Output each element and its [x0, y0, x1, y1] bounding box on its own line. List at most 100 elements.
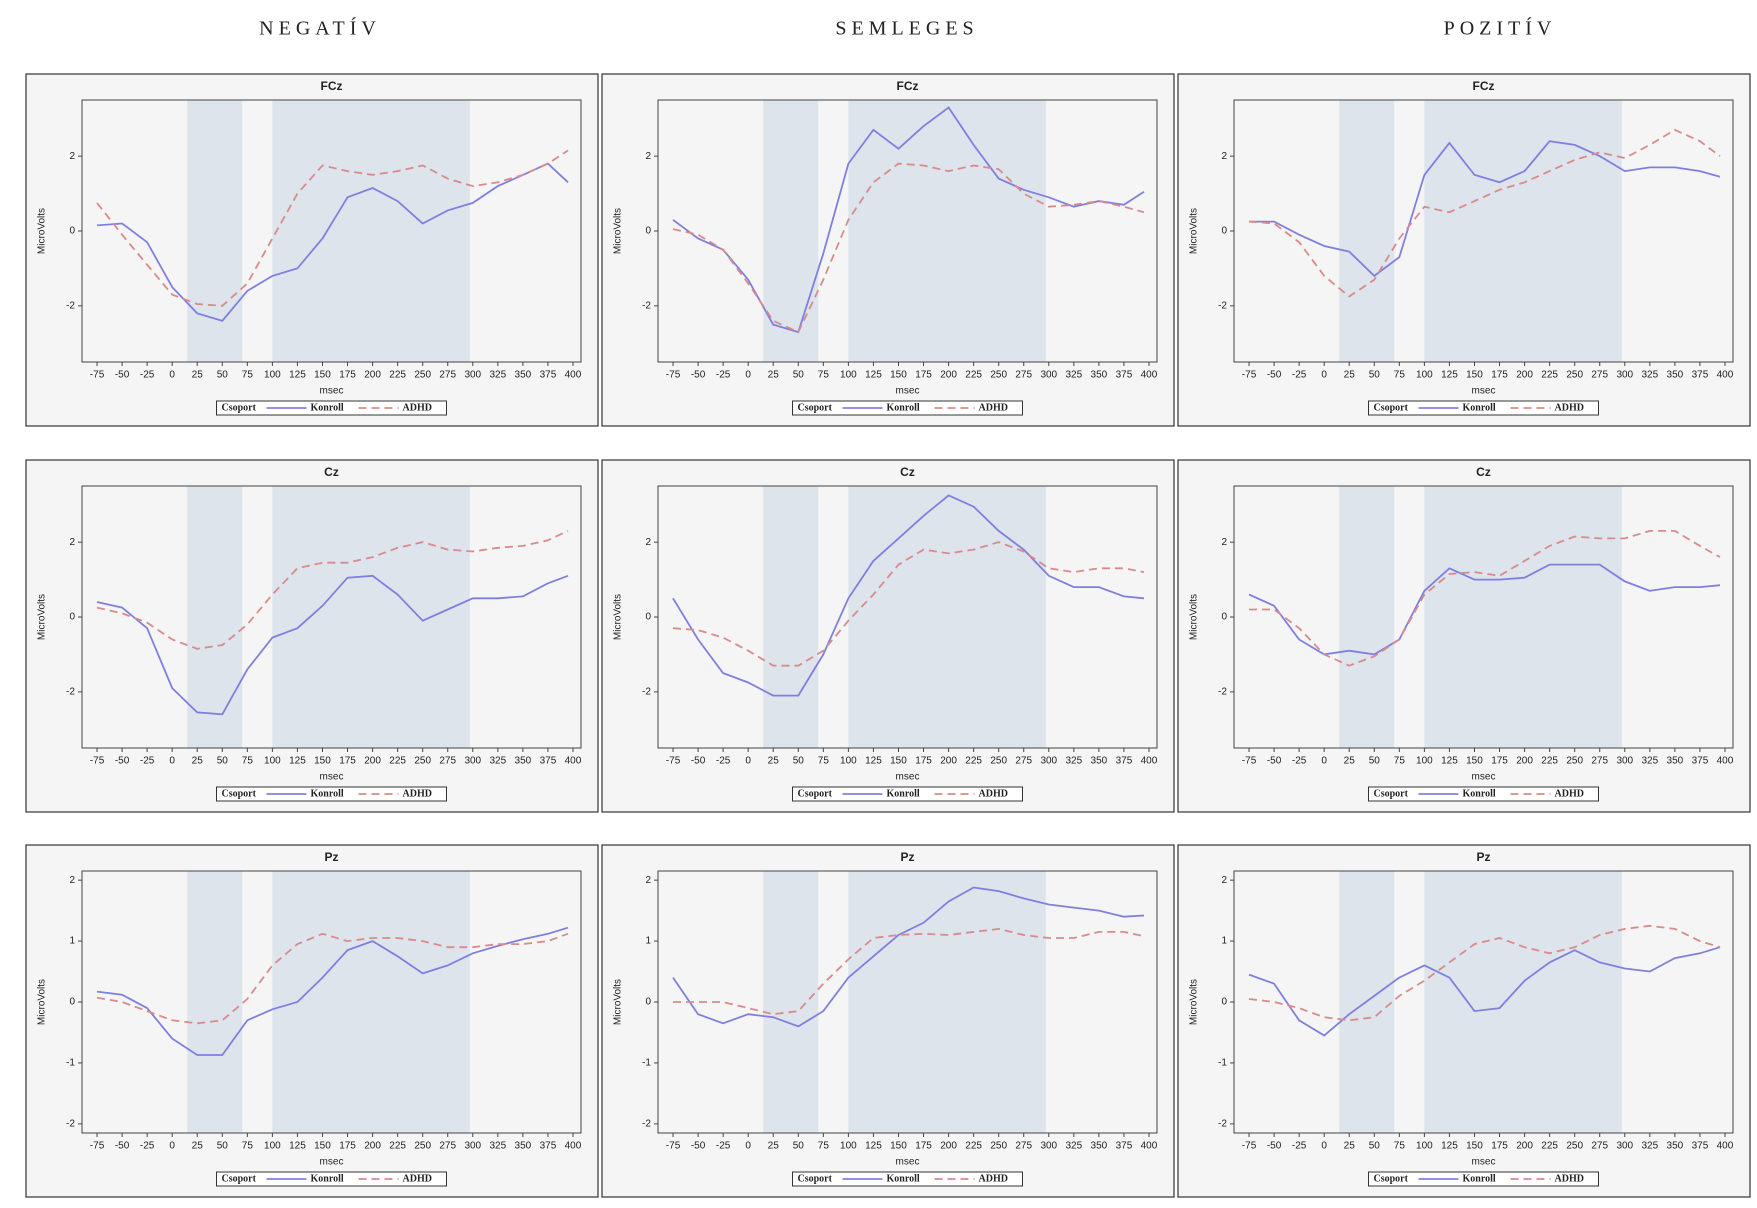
y-tick-label: -1 — [1218, 1058, 1227, 1069]
series-line — [673, 927, 1145, 1016]
x-tick-label: 225 — [1541, 1141, 1558, 1152]
y-tick-label: 1 — [69, 936, 75, 947]
y-tick-label: 0 — [1221, 226, 1227, 237]
x-tick-label: 400 — [1141, 1141, 1158, 1152]
x-tick-label: 0 — [1321, 370, 1327, 381]
column-header: POZITÍV — [1444, 17, 1557, 40]
x-tick-label: 325 — [1641, 370, 1658, 381]
y-axis-label: MicroVolts — [37, 594, 48, 640]
legend-box — [792, 400, 1023, 416]
x-tick-label: -25 — [140, 756, 155, 767]
legend-title: Csoport — [798, 402, 833, 413]
legend-title: Csoport — [798, 788, 833, 799]
x-tick-label: -25 — [716, 1141, 731, 1152]
x-tick-label: 250 — [1566, 1141, 1583, 1152]
x-tick-label: 100 — [840, 756, 857, 767]
x-tick-label: 100 — [1416, 1141, 1433, 1152]
x-tick-label: 325 — [489, 756, 506, 767]
x-tick-label: 200 — [940, 1141, 957, 1152]
x-tick-label: 325 — [1641, 1141, 1658, 1152]
x-tick-label: 125 — [865, 370, 882, 381]
x-tick-label: 250 — [990, 1141, 1007, 1152]
x-tick-label: 300 — [1040, 1141, 1057, 1152]
x-tick-label: 75 — [818, 1141, 830, 1152]
x-tick-label: 100 — [1416, 370, 1433, 381]
series-line — [96, 932, 569, 1025]
x-axis-label: msec — [896, 1157, 920, 1168]
y-axis-label: MicroVolts — [613, 208, 624, 254]
y-tick-label: 0 — [1221, 997, 1227, 1008]
x-tick-label: -75 — [1242, 1141, 1257, 1152]
y-tick-label: -2 — [642, 1119, 651, 1130]
y-tick-label: -1 — [66, 1058, 75, 1069]
x-tick-label: 400 — [565, 756, 582, 767]
x-tick-label: 300 — [464, 756, 481, 767]
x-tick-label: -50 — [691, 1141, 706, 1152]
x-tick-label: -75 — [90, 370, 105, 381]
x-tick-label: 150 — [314, 370, 331, 381]
x-tick-label: 125 — [1441, 756, 1458, 767]
series-line — [96, 926, 569, 1056]
y-tick-label: 0 — [69, 226, 75, 237]
legend-title: Csoport — [1374, 402, 1409, 413]
x-tick-label: -25 — [140, 370, 155, 381]
x-tick-label: 0 — [745, 756, 751, 767]
y-tick-label: 0 — [645, 612, 651, 623]
x-tick-label: 50 — [1369, 370, 1381, 381]
chart-title: Pz — [1476, 850, 1490, 864]
x-tick-label: 300 — [464, 1141, 481, 1152]
shaded-region — [763, 486, 819, 748]
shaded-region — [187, 871, 243, 1133]
y-tick-label: -2 — [1218, 1119, 1227, 1130]
legend-label: Konroll — [1463, 788, 1496, 799]
legend-label: Konroll — [1463, 1173, 1496, 1184]
shaded-region — [272, 100, 470, 362]
x-tick-label: 25 — [768, 756, 780, 767]
x-tick-label: 175 — [915, 1141, 932, 1152]
x-tick-label: 300 — [1616, 1141, 1633, 1152]
x-tick-label: 250 — [1566, 756, 1583, 767]
x-tick-label: 400 — [565, 370, 582, 381]
x-tick-label: 375 — [540, 1141, 557, 1152]
x-tick-label: 175 — [915, 370, 932, 381]
x-tick-label: 125 — [1441, 1141, 1458, 1152]
x-tick-label: -75 — [666, 1141, 681, 1152]
shaded-region — [848, 100, 1046, 362]
legend-label: Konroll — [311, 402, 344, 413]
x-tick-label: -75 — [1242, 756, 1257, 767]
x-tick-label: 100 — [1416, 756, 1433, 767]
legend-label: Konroll — [887, 1173, 920, 1184]
x-tick-label: 400 — [565, 1141, 582, 1152]
x-tick-label: 375 — [1692, 370, 1709, 381]
x-tick-label: 0 — [745, 370, 751, 381]
y-axis-label: MicroVolts — [37, 208, 48, 254]
x-tick-label: 50 — [1369, 1141, 1381, 1152]
x-tick-label: -25 — [1292, 756, 1307, 767]
shaded-region — [763, 100, 819, 362]
x-tick-label: 25 — [1344, 1141, 1356, 1152]
legend-label: ADHD — [979, 788, 1008, 799]
x-tick-label: 75 — [1394, 1141, 1406, 1152]
x-tick-label: 200 — [364, 756, 381, 767]
legend-label: Konroll — [887, 402, 920, 413]
x-tick-label: 25 — [1344, 756, 1356, 767]
x-tick-label: 125 — [289, 756, 306, 767]
series-line — [1248, 563, 1721, 656]
x-tick-label: 250 — [414, 1141, 431, 1152]
x-tick-label: -50 — [1267, 756, 1282, 767]
x-axis-label: msec — [1472, 1157, 1496, 1168]
legend-title: Csoport — [222, 788, 257, 799]
x-tick-label: 275 — [1015, 756, 1032, 767]
x-tick-label: 75 — [242, 756, 254, 767]
x-tick-label: 50 — [793, 1141, 805, 1152]
x-tick-label: 400 — [1717, 370, 1734, 381]
x-tick-label: 75 — [818, 370, 830, 381]
series-line — [672, 162, 1145, 334]
x-tick-label: 150 — [1466, 756, 1483, 767]
x-tick-label: 175 — [1491, 370, 1508, 381]
legend-label: ADHD — [1555, 402, 1584, 413]
x-tick-label: -25 — [1292, 1141, 1307, 1152]
y-tick-label: 1 — [645, 936, 651, 947]
x-tick-label: 25 — [192, 756, 204, 767]
x-tick-label: 25 — [768, 370, 780, 381]
